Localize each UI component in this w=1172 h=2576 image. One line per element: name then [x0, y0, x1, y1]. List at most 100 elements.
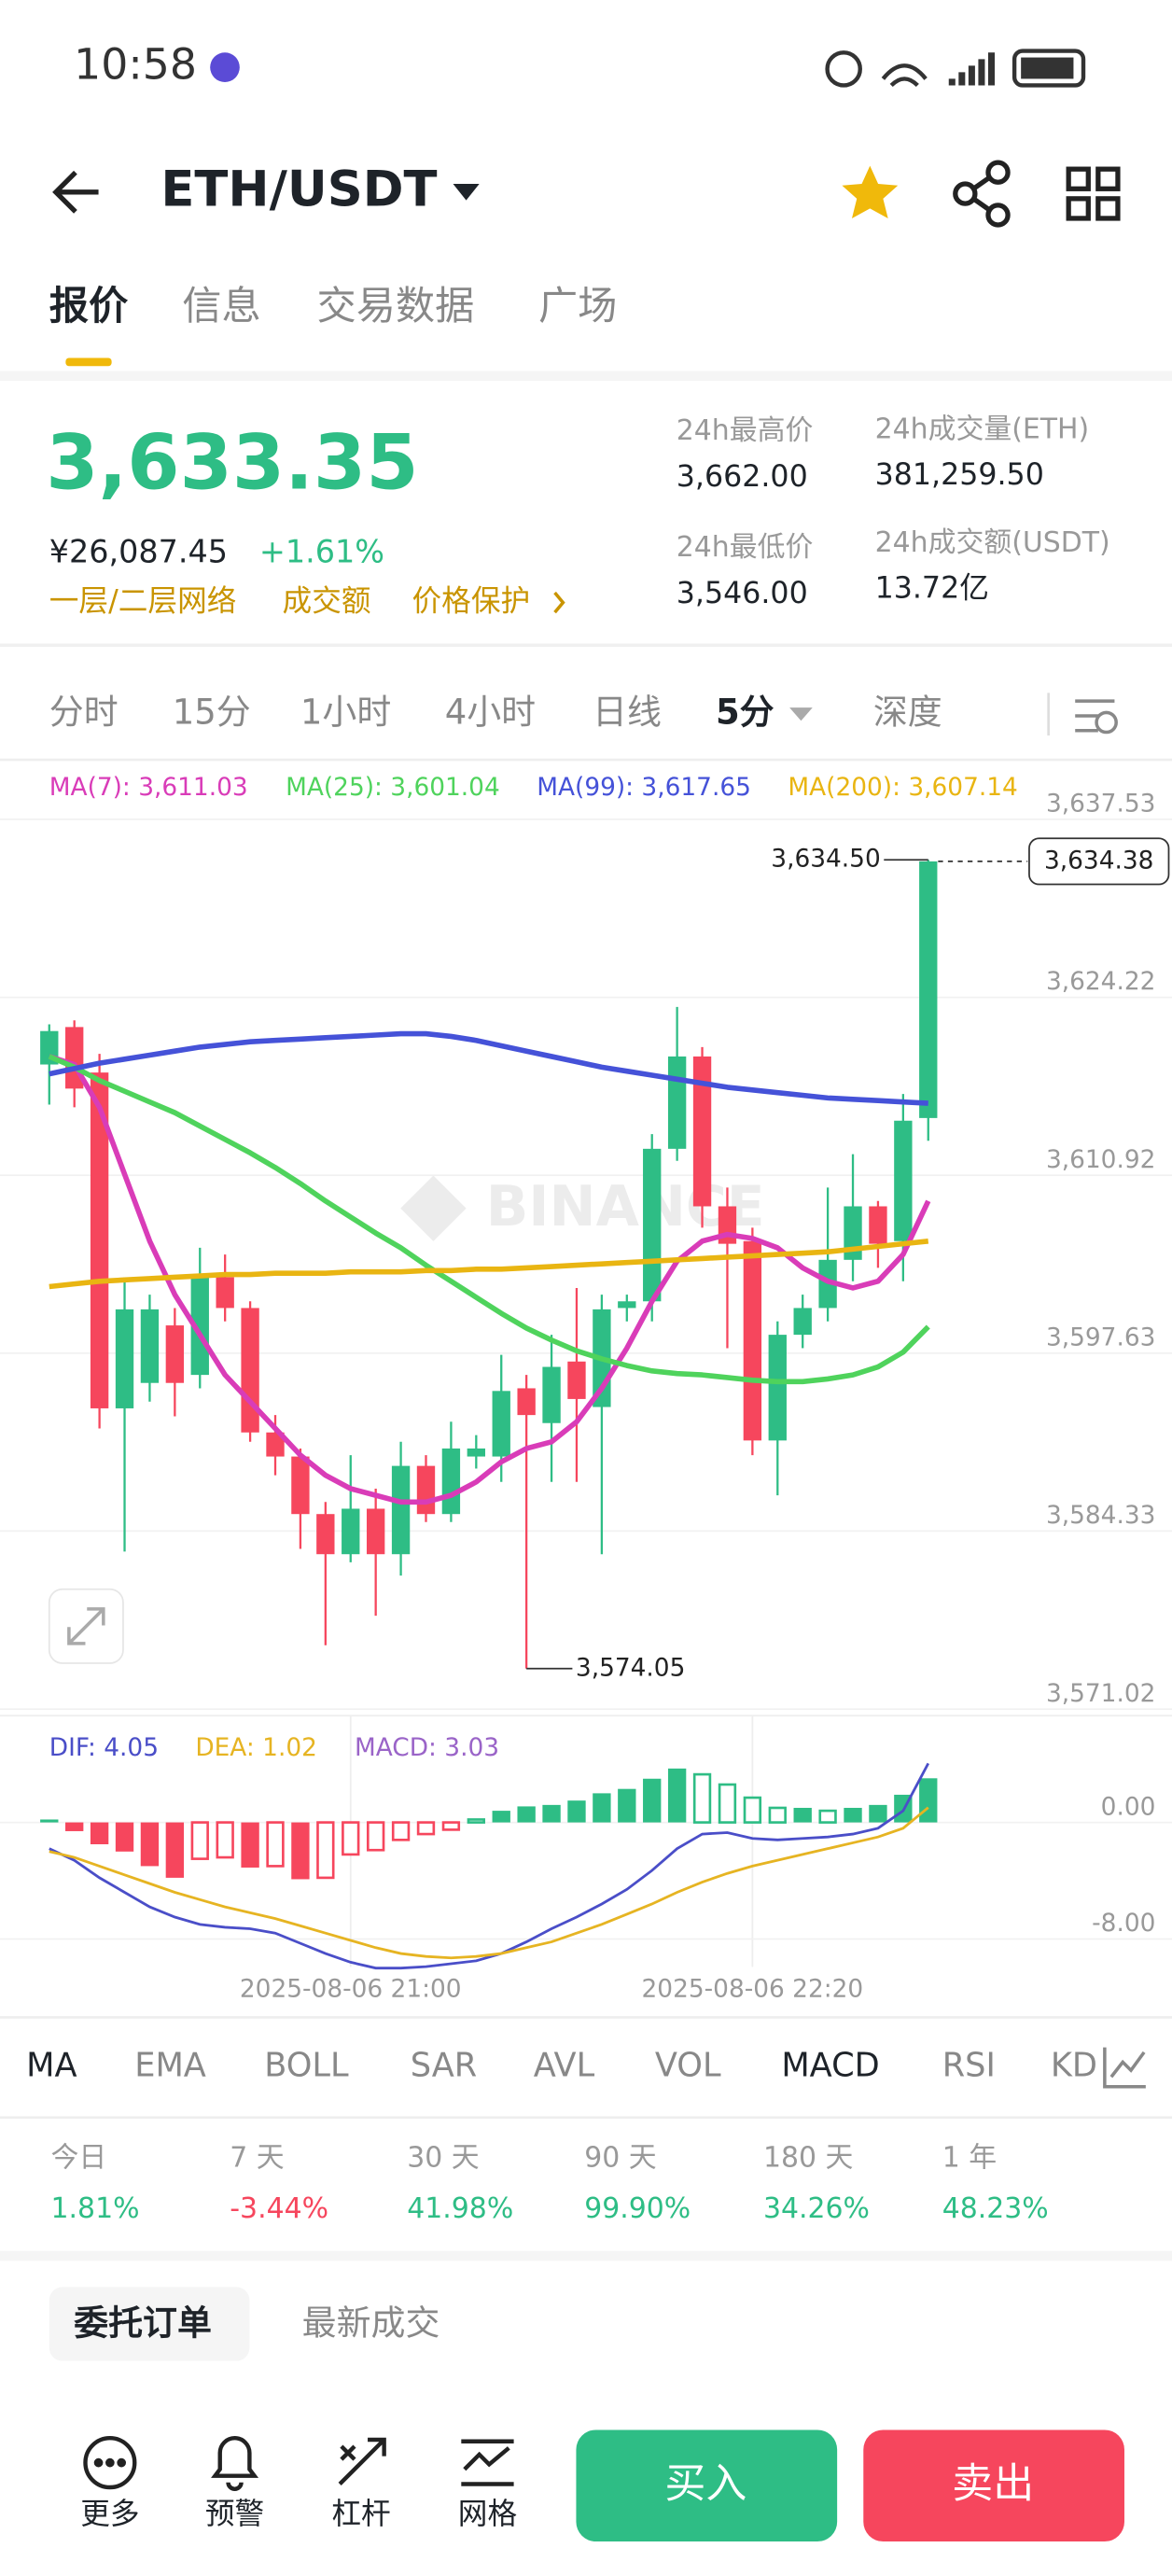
bottom-label[interactable]: 预警	[205, 2498, 264, 2531]
candle-body	[291, 1456, 310, 1515]
y-tick-label: 3,624.22	[1046, 968, 1155, 996]
settings-icon[interactable]	[1075, 699, 1118, 735]
macd-bar	[718, 1783, 737, 1824]
perf-label: 7 天	[230, 2142, 284, 2175]
order-tab-bg	[49, 2287, 250, 2361]
more-icon[interactable]	[83, 2436, 137, 2490]
macd-bar	[441, 1821, 461, 1831]
macd-bar	[115, 1822, 134, 1852]
quote-link[interactable]: 一层/二层网络	[49, 585, 237, 619]
quote-link[interactable]: 成交额	[283, 585, 371, 619]
perf-label: 1 年	[942, 2142, 997, 2175]
macd-bar	[593, 1793, 611, 1823]
share-icon[interactable]	[953, 160, 1011, 228]
buy-label[interactable]: 买入	[664, 2459, 746, 2507]
tab[interactable]: 交易数据	[317, 283, 475, 329]
order-tab[interactable]: 委托订单	[74, 2303, 212, 2343]
clock: 10:58	[74, 40, 197, 90]
indicator-tab[interactable]: KD	[1051, 2047, 1097, 2085]
macd-line	[49, 1806, 929, 1960]
candle-body	[894, 1120, 913, 1241]
candle-body	[90, 1072, 109, 1408]
alert-icon[interactable]	[211, 2436, 259, 2491]
interval-tab[interactable]: 5分	[716, 693, 774, 733]
bottom-label[interactable]: 网格	[458, 2498, 517, 2531]
sell-button[interactable]	[863, 2429, 1124, 2542]
macd-bar	[844, 1807, 862, 1823]
last-price-label: 3,634.38	[1044, 847, 1153, 875]
pair-title[interactable]: ETH/USDT	[160, 161, 437, 217]
back-button[interactable]	[52, 170, 99, 214]
macd-bar	[818, 1809, 837, 1824]
ma-line	[48, 1054, 931, 1505]
candle-body	[467, 1448, 485, 1457]
macd-legend: DIF: 4.05	[49, 1734, 159, 1762]
pair-caret[interactable]	[453, 184, 480, 201]
macd-bar	[266, 1821, 285, 1868]
chart-settings-icon[interactable]	[1103, 2047, 1146, 2089]
macd-line	[49, 1762, 930, 1970]
bottom-label[interactable]: 杠杆	[331, 2498, 390, 2531]
perf-value: 41.98%	[407, 2192, 513, 2225]
macd-bar	[416, 1821, 436, 1836]
change: +1.61%	[259, 533, 384, 569]
indicator-tab[interactable]: MA	[26, 2047, 77, 2085]
perf-value: 34.26%	[763, 2192, 870, 2225]
candle-body	[165, 1325, 185, 1383]
candle-body	[366, 1508, 385, 1555]
macd-bar	[667, 1768, 687, 1823]
low-label: 3,574.05	[576, 1654, 685, 1682]
interval-tab[interactable]: 分时	[49, 693, 119, 733]
candle-body	[441, 1448, 461, 1515]
bottom-label[interactable]: 更多	[80, 2498, 139, 2531]
macd-bar	[492, 1811, 510, 1823]
perf-label: 今日	[51, 2142, 107, 2175]
macd-bar	[467, 1818, 485, 1824]
interval-caret[interactable]	[789, 707, 813, 721]
candle-body	[793, 1308, 812, 1336]
indicator-tab[interactable]: AVL	[534, 2047, 595, 2085]
interval-tab[interactable]: 15分	[173, 693, 251, 733]
interval-tab[interactable]: 日线	[593, 693, 662, 733]
macd-bar	[241, 1822, 259, 1868]
perf-value: -3.44%	[230, 2192, 328, 2225]
quote-link[interactable]: 价格保护	[412, 585, 531, 619]
tab[interactable]: 报价	[49, 283, 129, 329]
ma-legend: MA(99): 3,617.65	[537, 774, 751, 802]
indicator-tab[interactable]: RSI	[942, 2047, 996, 2085]
x-tick-label: 2025-08-06 21:00	[240, 1976, 462, 2004]
indicator-tab[interactable]: MACD	[781, 2047, 879, 2085]
y-tick-label: 3,571.02	[1046, 1680, 1155, 1708]
candle-body	[743, 1240, 762, 1441]
stat-value: 13.72亿	[875, 572, 989, 606]
indicator-tab[interactable]: BOLL	[264, 2047, 349, 2085]
sell-label[interactable]: 卖出	[952, 2459, 1034, 2507]
grid-icon[interactable]	[461, 2439, 514, 2486]
y-tick-label: -8.00	[1092, 1910, 1155, 1938]
indicator-tab[interactable]: EMA	[134, 2047, 206, 2085]
interval-tab[interactable]: 1小时	[300, 693, 391, 733]
expand-button[interactable]	[48, 1588, 124, 1664]
macd-bar	[366, 1821, 385, 1852]
candle-body	[869, 1206, 887, 1244]
leverage-icon[interactable]	[338, 2437, 386, 2486]
tab[interactable]: 信息	[182, 283, 260, 329]
y-tick-label: 3,597.63	[1046, 1323, 1155, 1351]
tab[interactable]: 广场	[538, 283, 617, 329]
order-tab[interactable]: 最新成交	[302, 2303, 440, 2343]
macd-bar	[216, 1821, 234, 1859]
candle-body	[115, 1309, 134, 1408]
candle-body	[416, 1465, 436, 1515]
indicator-tab[interactable]: VOL	[655, 2047, 721, 2085]
interval-tab[interactable]: 4小时	[445, 693, 536, 733]
menu-icon[interactable]	[1066, 166, 1121, 221]
favorite-star[interactable]	[842, 165, 899, 218]
macd-bar	[65, 1822, 84, 1831]
indicator-tab[interactable]: SAR	[411, 2047, 477, 2085]
stat-label: 24h最低价	[677, 531, 814, 564]
buy-button[interactable]	[576, 2429, 838, 2542]
interval-tab[interactable]: 深度	[873, 693, 942, 733]
macd-legend: MACD: 3.03	[355, 1734, 499, 1762]
